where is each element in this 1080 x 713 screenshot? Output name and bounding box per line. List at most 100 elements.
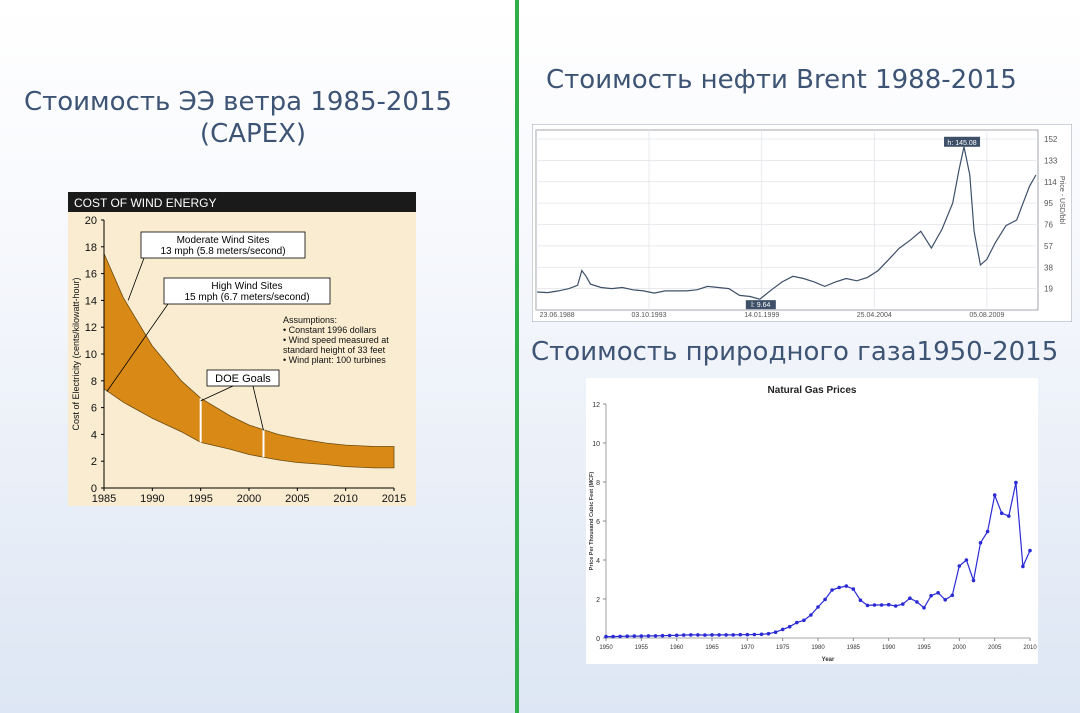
gas-price-point — [879, 603, 884, 607]
high-sites-box — [163, 277, 331, 305]
y-axis-label: Price - USD/bbl — [1058, 176, 1065, 225]
y-tick-label: 20 — [85, 215, 97, 227]
gas-price-point — [752, 632, 757, 637]
moderate-sites-box — [140, 231, 306, 259]
min-label: l: 9.64 — [751, 302, 770, 309]
y-tick-label: 6 — [91, 403, 97, 415]
y-tick-label: 2 — [91, 456, 97, 468]
gas-price-point — [696, 633, 700, 637]
gas-price-point — [604, 634, 608, 639]
assumptions-line: • Wind plant: 100 turbines — [283, 355, 386, 365]
min-label-box — [745, 300, 776, 310]
y-tick-label: 114 — [1044, 178, 1057, 187]
chart-title: COST OF WIND ENERGY — [74, 196, 216, 210]
gas-price-point — [830, 588, 834, 592]
gas-price-point — [773, 630, 778, 634]
high-sites-speed: 15 mph (6.7 meters/second) — [184, 292, 309, 303]
x-tick-label: 03.10.1993 — [631, 312, 666, 319]
plot-frame — [535, 129, 1039, 311]
y-tick-label: 95 — [1044, 199, 1053, 208]
gas-price-point — [844, 584, 849, 588]
gas-price-point — [759, 632, 764, 637]
x-tick-label: 14.01.1999 — [744, 312, 779, 319]
cost-band-area — [103, 253, 395, 469]
gas-price-point — [872, 603, 877, 607]
x-tick-label: 2015 — [382, 493, 406, 505]
gas-price-point — [646, 634, 651, 638]
moderate-sites-pointer — [127, 257, 145, 301]
gas-price-point — [632, 634, 637, 638]
x-tick-label: 1950 — [599, 645, 613, 651]
gas-price-point — [618, 634, 622, 639]
gas-price-point — [660, 633, 665, 638]
gas-price-point — [674, 633, 679, 638]
gas-price-point — [802, 618, 806, 623]
brent-cost-title: Стоимость нефти Brent 1988-2015 — [546, 65, 1017, 95]
x-tick-label: 2005 — [988, 645, 1002, 651]
chart-title: Natural Gas Prices — [768, 385, 857, 396]
x-tick-label: 1990 — [140, 493, 164, 505]
gas-price-point — [816, 605, 820, 609]
gas-price-point — [717, 633, 721, 637]
gas-price-point — [1021, 564, 1025, 569]
x-tick-label: 1970 — [741, 645, 755, 651]
y-tick-label: 8 — [596, 480, 600, 487]
gas-price-point — [985, 529, 990, 534]
y-tick-label: 10 — [592, 441, 600, 448]
y-tick-label: 18 — [85, 242, 97, 254]
y-tick-label: 12 — [592, 402, 600, 409]
gas-price-point — [766, 631, 771, 636]
gas-price-point — [1007, 514, 1011, 518]
assumptions-line: standard height of 33 feet — [283, 345, 386, 355]
brent-price-line — [537, 146, 1037, 300]
gas-price-point — [639, 634, 644, 638]
x-tick-label: 25.04.2004 — [857, 312, 892, 319]
y-tick-label: 0 — [596, 636, 600, 643]
y-tick-label: 12 — [85, 322, 97, 334]
y-tick-label: 8 — [91, 376, 97, 388]
gas-price-point — [703, 633, 707, 637]
x-tick-label: 1985 — [847, 645, 861, 651]
gas-price-point — [731, 633, 735, 637]
gas-cost-title: Стоимость природного газа1950-2015 — [531, 337, 1059, 367]
x-tick-label: 2010 — [1023, 645, 1037, 651]
gas-price-point — [1028, 548, 1032, 553]
gas-price-point — [787, 624, 792, 629]
gas-price-point — [936, 591, 940, 595]
y-tick-label: 133 — [1044, 156, 1058, 165]
moderate-sites-speed: 13 mph (5.8 meters/second) — [160, 246, 285, 257]
y-tick-label: 6 — [596, 519, 600, 526]
wind-cost-chart: COST OF WIND ENERGY 0 2 4 6 8 10 12 14 16 18 20 1985… — [68, 192, 416, 506]
gas-price-point — [837, 585, 841, 590]
y-tick-label: 14 — [85, 295, 97, 307]
chart-background — [586, 378, 1038, 664]
y-axis-label: Cost of Electricity (cents/kilowatt-hour… — [71, 277, 81, 430]
y-tick-label: 10 — [85, 349, 97, 361]
y-tick-label: 152 — [1044, 135, 1058, 144]
gas-price-point — [611, 634, 615, 639]
x-tick-label: 1955 — [635, 645, 649, 651]
x-tick-label: 1995 — [188, 493, 212, 505]
gas-price-point — [667, 633, 672, 638]
brent-price-chart: 152 133 114 95 76 57 38 19 23.06.1988 03.10.1993 1… — [531, 123, 1073, 323]
gas-price-point — [1014, 480, 1018, 485]
x-tick-label: 2000 — [237, 493, 261, 505]
y-tick-label: 4 — [91, 429, 97, 441]
y-tick-label: 38 — [1044, 263, 1053, 272]
high-sites-label: High Wind Sites — [211, 281, 282, 292]
wind-title-line1: Стоимость ЭЭ ветра 1985-2015 — [23, 87, 453, 117]
gas-price-point — [681, 633, 686, 637]
x-tick-label: 2000 — [953, 645, 967, 651]
gas-price-point — [653, 634, 658, 638]
x-tick-label: 2005 — [285, 493, 309, 505]
y-tick-label: 57 — [1044, 242, 1053, 251]
x-tick-label: 1995 — [917, 645, 931, 651]
gas-price-point — [943, 598, 947, 602]
gas-price-point — [625, 634, 629, 638]
gas-price-point — [724, 633, 728, 637]
wind-cost-chart-svg: COST OF WIND ENERGY 0 2 4 6 8 10 12 14 16 18 20 1985… — [68, 192, 416, 506]
gas-price-point — [738, 632, 743, 637]
brent-price-chart-svg: 152 133 114 95 76 57 38 19 23.06.1988 03.10.1993 1… — [531, 123, 1073, 323]
gas-price-point — [710, 633, 714, 637]
gas-price-point — [915, 600, 919, 604]
